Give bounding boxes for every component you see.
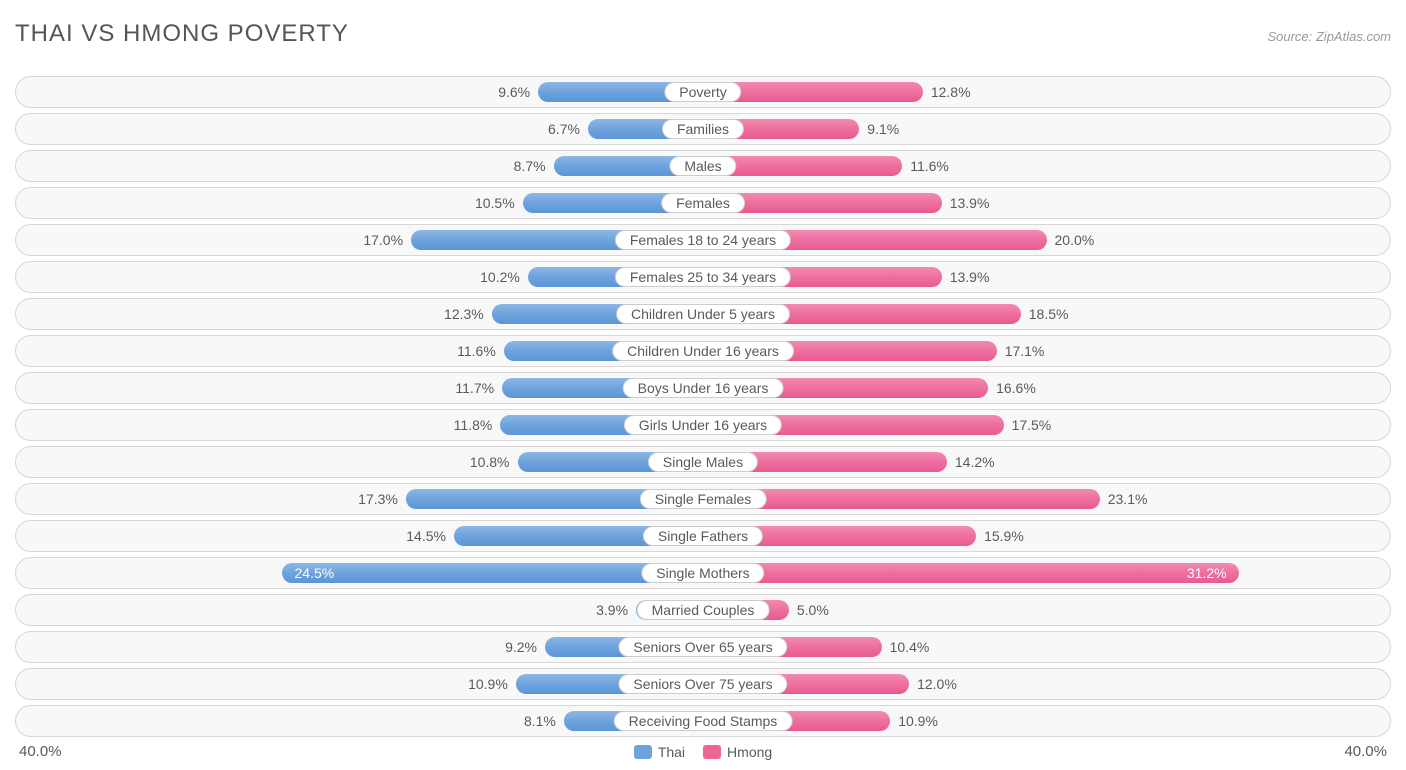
hmong-value: 16.6% — [996, 380, 1036, 396]
chart-row: 10.9% 12.0% Seniors Over 75 years — [15, 668, 1391, 700]
chart-row: 11.7% 16.6% Boys Under 16 years — [15, 372, 1391, 404]
category-label: Children Under 5 years — [616, 304, 790, 324]
category-label: Children Under 16 years — [612, 341, 794, 361]
chart-title: THAI VS HMONG POVERTY — [15, 20, 349, 48]
category-label: Females — [661, 193, 745, 213]
chart-row: 11.8% 17.5% Girls Under 16 years — [15, 409, 1391, 441]
hmong-value: 5.0% — [797, 602, 829, 618]
legend-label-thai: Thai — [658, 744, 685, 760]
legend-swatch-hmong — [703, 745, 721, 759]
chart-row: 11.6% 17.1% Children Under 16 years — [15, 335, 1391, 367]
hmong-value: 10.4% — [890, 639, 930, 655]
thai-value: 17.0% — [363, 232, 403, 248]
hmong-value: 11.6% — [910, 158, 949, 174]
category-label: Poverty — [664, 82, 741, 102]
thai-value: 9.2% — [505, 639, 537, 655]
category-label: Receiving Food Stamps — [614, 711, 793, 731]
chart-container: THAI VS HMONG POVERTY Source: ZipAtlas.c… — [0, 0, 1406, 770]
hmong-value: 9.1% — [867, 121, 899, 137]
chart-footer: 40.0% Thai Hmong 40.0% — [15, 743, 1391, 760]
chart-row: 6.7% 9.1% Families — [15, 113, 1391, 145]
chart-row: 12.3% 18.5% Children Under 5 years — [15, 298, 1391, 330]
chart-row: 10.2% 13.9% Females 25 to 34 years — [15, 261, 1391, 293]
category-label: Single Mothers — [641, 563, 764, 583]
category-label: Females 25 to 34 years — [615, 267, 791, 287]
category-label: Married Couples — [637, 600, 770, 620]
thai-value: 24.5% — [295, 565, 335, 581]
category-label: Seniors Over 75 years — [618, 674, 787, 694]
chart-row: 17.0% 20.0% Females 18 to 24 years — [15, 224, 1391, 256]
diverging-bar-chart: 9.6% 12.8% Poverty 6.7% 9.1% Families 8.7% 11.6… — [15, 76, 1391, 737]
axis-max-left: 40.0% — [19, 743, 62, 760]
category-label: Girls Under 16 years — [624, 415, 782, 435]
hmong-value: 15.9% — [984, 528, 1024, 544]
thai-value: 11.6% — [457, 343, 496, 359]
hmong-value: 31.2% — [1187, 565, 1227, 581]
category-label: Families — [662, 119, 744, 139]
chart-row: 8.7% 11.6% Males — [15, 150, 1391, 182]
category-label: Boys Under 16 years — [623, 378, 784, 398]
hmong-bar — [703, 563, 1239, 583]
chart-row: 9.2% 10.4% Seniors Over 65 years — [15, 631, 1391, 663]
thai-value: 8.7% — [514, 158, 546, 174]
thai-value: 17.3% — [358, 491, 398, 507]
legend-label-hmong: Hmong — [727, 744, 772, 760]
thai-value: 10.8% — [470, 454, 510, 470]
hmong-value: 13.9% — [950, 269, 990, 285]
legend-item-thai: Thai — [634, 744, 685, 760]
category-label: Females 18 to 24 years — [615, 230, 791, 250]
chart-row: 17.3% 23.1% Single Females — [15, 483, 1391, 515]
chart-source: Source: ZipAtlas.com — [1267, 29, 1391, 44]
thai-value: 10.2% — [480, 269, 520, 285]
category-label: Single Females — [640, 489, 767, 509]
hmong-value: 18.5% — [1029, 306, 1069, 322]
chart-header: THAI VS HMONG POVERTY Source: ZipAtlas.c… — [15, 20, 1391, 48]
hmong-value: 20.0% — [1055, 232, 1095, 248]
category-label: Single Males — [648, 452, 758, 472]
chart-row: 10.8% 14.2% Single Males — [15, 446, 1391, 478]
legend-item-hmong: Hmong — [703, 744, 772, 760]
hmong-value: 10.9% — [898, 713, 938, 729]
hmong-value: 13.9% — [950, 195, 990, 211]
axis-max-right: 40.0% — [1344, 743, 1387, 760]
hmong-value: 17.5% — [1012, 417, 1052, 433]
thai-value: 9.6% — [498, 84, 530, 100]
category-label: Single Fathers — [643, 526, 763, 546]
thai-value: 3.9% — [596, 602, 628, 618]
hmong-value: 14.2% — [955, 454, 995, 470]
thai-value: 11.7% — [455, 380, 494, 396]
thai-value: 6.7% — [548, 121, 580, 137]
chart-row: 8.1% 10.9% Receiving Food Stamps — [15, 705, 1391, 737]
thai-value: 10.9% — [468, 676, 508, 692]
hmong-value: 23.1% — [1108, 491, 1148, 507]
thai-value: 14.5% — [406, 528, 446, 544]
thai-value: 12.3% — [444, 306, 484, 322]
hmong-value: 12.8% — [931, 84, 971, 100]
hmong-value: 17.1% — [1005, 343, 1045, 359]
category-label: Seniors Over 65 years — [618, 637, 787, 657]
thai-value: 10.5% — [475, 195, 515, 211]
thai-value: 11.8% — [454, 417, 493, 433]
hmong-value: 12.0% — [917, 676, 957, 692]
thai-value: 8.1% — [524, 713, 556, 729]
chart-row: 14.5% 15.9% Single Fathers — [15, 520, 1391, 552]
chart-row: 9.6% 12.8% Poverty — [15, 76, 1391, 108]
legend: Thai Hmong — [634, 744, 772, 760]
chart-row: 10.5% 13.9% Females — [15, 187, 1391, 219]
legend-swatch-thai — [634, 745, 652, 759]
thai-bar — [282, 563, 703, 583]
category-label: Males — [669, 156, 736, 176]
chart-row: 24.5% 31.2% Single Mothers — [15, 557, 1391, 589]
chart-row: 3.9% 5.0% Married Couples — [15, 594, 1391, 626]
